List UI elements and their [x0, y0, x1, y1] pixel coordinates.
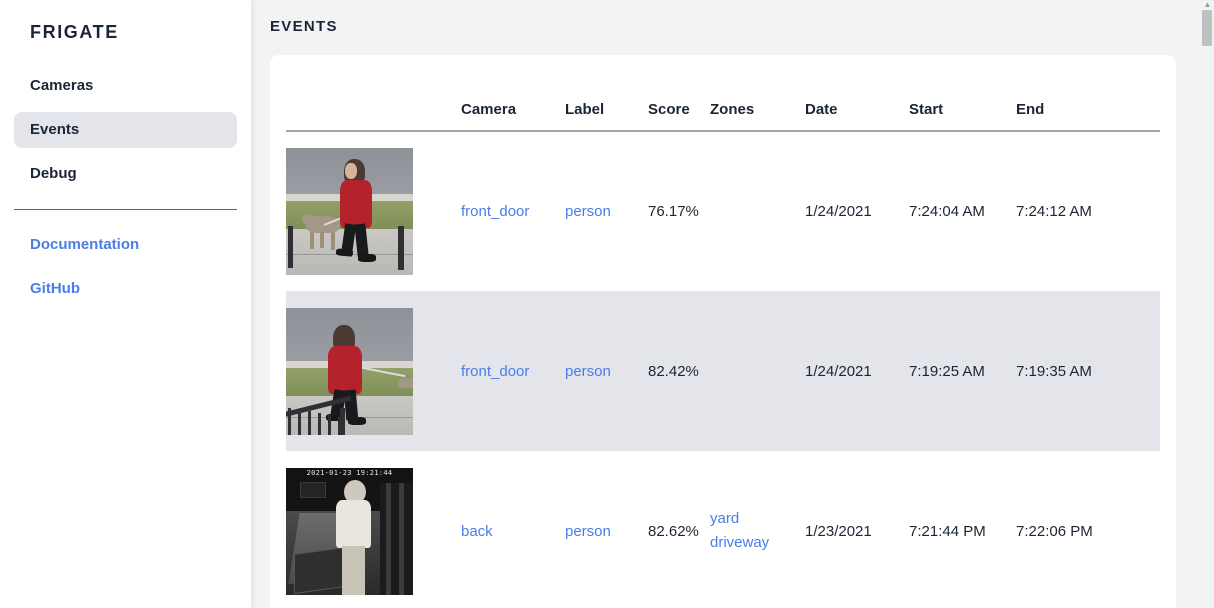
event-start-cell: 7:24:04 AM	[909, 203, 985, 220]
event-thumbnail-image[interactable]	[286, 307, 413, 435]
event-label-link[interactable]: person	[565, 362, 611, 380]
vertical-scrollbar-track[interactable]: ▲	[1199, 0, 1214, 608]
event-thumbnail-cell[interactable]: 2021-01-23 19:21:44	[286, 451, 461, 608]
sidebar-item-events[interactable]: Events	[14, 112, 237, 148]
events-card: Camera Label Score Zones Date Start End	[270, 55, 1176, 608]
event-score-cell: 82.62%	[648, 522, 699, 540]
event-camera-link[interactable]: front_door	[461, 362, 530, 380]
table-row[interactable]: front_door person 82.42% 1/24/2021 7:19:…	[286, 291, 1160, 451]
column-header-score: Score	[648, 55, 710, 132]
event-label-link[interactable]: person	[565, 522, 611, 540]
event-start-cell: 7:21:44 PM	[909, 522, 986, 540]
brand-title: FRIGATE	[30, 22, 119, 42]
event-end-cell: 7:24:12 AM	[1016, 203, 1092, 220]
column-header-camera: Camera	[461, 55, 565, 132]
event-start-cell: 7:19:25 AM	[909, 362, 985, 380]
scroll-up-arrow-icon[interactable]: ▲	[1203, 0, 1212, 9]
sidebar-link-documentation[interactable]: Documentation	[30, 236, 140, 253]
column-header-end: End	[1016, 55, 1160, 132]
main-content: EVENTS Camera Label Score Zones Date Sta…	[251, 0, 1214, 608]
event-zone-link[interactable]: yard	[710, 510, 740, 527]
event-date-cell: 1/24/2021	[805, 362, 872, 380]
event-thumbnail-cell[interactable]	[286, 131, 461, 291]
event-thumbnail-image[interactable]: 2021-01-23 19:21:44	[286, 467, 413, 595]
event-score-cell: 82.42%	[648, 362, 699, 380]
table-row[interactable]: 2021-01-23 19:21:44 back person 82.62%	[286, 451, 1160, 608]
event-label-cell: person	[565, 291, 648, 451]
event-score-cell: 76.17%	[648, 203, 699, 220]
event-camera-cell: front_door	[461, 131, 565, 291]
event-zones-cell	[710, 291, 805, 451]
events-table-body: front_door person 76.17% 1/24/2021 7:24:…	[286, 131, 1160, 608]
event-date-cell: 1/24/2021	[805, 203, 872, 220]
events-table-header: Camera Label Score Zones Date Start End	[286, 55, 1160, 132]
event-camera-cell: back	[461, 451, 565, 608]
column-header-label: Label	[565, 55, 648, 132]
event-label-link[interactable]: person	[565, 203, 611, 220]
sidebar-nav-primary: Cameras Events Debug	[14, 68, 237, 192]
column-header-thumbnail	[286, 55, 461, 132]
sidebar-divider	[14, 209, 237, 210]
sidebar-link-github[interactable]: GitHub	[30, 280, 80, 297]
column-header-start: Start	[909, 55, 1016, 132]
event-zones-cell	[710, 131, 805, 291]
vertical-scrollbar-thumb[interactable]	[1202, 10, 1212, 46]
event-camera-link[interactable]: front_door	[461, 203, 530, 220]
sidebar-item-debug[interactable]: Debug	[30, 165, 77, 182]
table-row[interactable]: front_door person 76.17% 1/24/2021 7:24:…	[286, 131, 1160, 291]
event-end-cell: 7:22:06 PM	[1016, 522, 1093, 540]
events-table: Camera Label Score Zones Date Start End	[286, 55, 1160, 608]
column-header-zones: Zones	[710, 55, 805, 132]
column-header-date: Date	[805, 55, 909, 132]
event-date-cell: 1/23/2021	[805, 522, 872, 540]
event-camera-link[interactable]: back	[461, 522, 493, 540]
event-end-cell: 7:19:35 AM	[1016, 362, 1092, 380]
table-header-row: Camera Label Score Zones Date Start End	[286, 55, 1160, 132]
event-label-cell: person	[565, 131, 648, 291]
event-label-cell: person	[565, 451, 648, 608]
sidebar-nav-secondary: Documentation GitHub	[14, 227, 237, 307]
sidebar-item-cameras[interactable]: Cameras	[30, 77, 94, 94]
sidebar: FRIGATE Cameras Events Debug Documentati…	[0, 0, 251, 608]
event-thumbnail-image[interactable]	[286, 148, 413, 275]
thumbnail-timestamp-overlay: 2021-01-23 19:21:44	[306, 468, 393, 477]
event-camera-cell: front_door	[461, 291, 565, 451]
event-thumbnail-cell[interactable]	[286, 291, 461, 451]
page-title: EVENTS	[270, 18, 338, 35]
event-zones-cell: yard driveway	[710, 451, 805, 608]
event-zone-link[interactable]: driveway	[710, 534, 770, 551]
